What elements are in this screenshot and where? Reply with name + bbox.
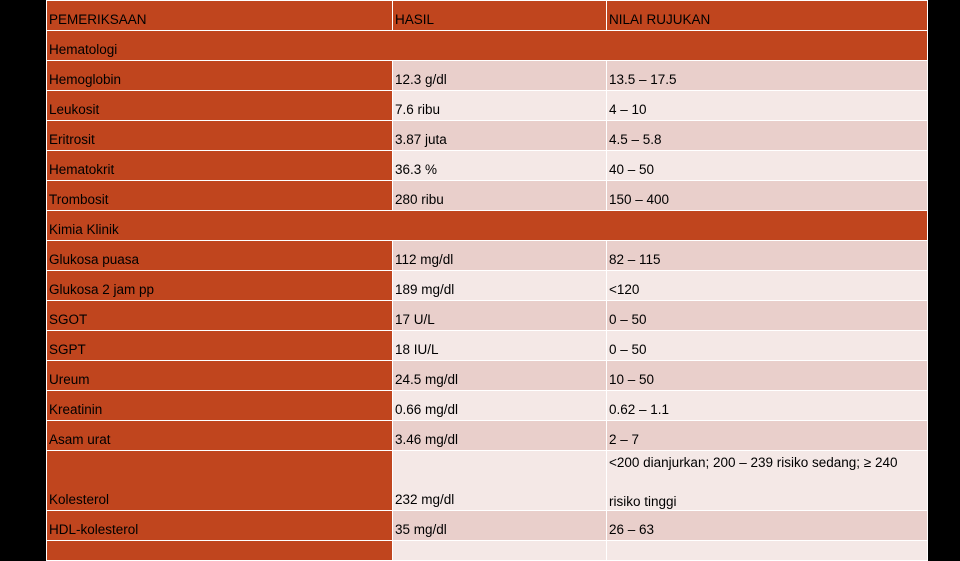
test-result: 24.5 mg/dl [392,360,607,391]
test-result: 189 mg/dl [392,270,607,301]
section-row-kimia-klinik: Kimia Klinik [46,210,928,241]
test-result: 36.3 % [392,150,607,181]
test-reference: 0 – 50 [606,300,928,331]
lab-results-table: PEMERIKSAAN HASIL NILAI RUJUKAN Hematolo… [46,0,928,561]
table-header-row: PEMERIKSAAN HASIL NILAI RUJUKAN [46,0,928,31]
test-result: 0.66 mg/dl [392,390,607,421]
empty-cell [606,540,928,561]
table-row: Glukosa 2 jam pp 189 mg/dl <120 [46,270,928,301]
test-name: SGOT [46,300,393,331]
test-result: 232 mg/dl [392,450,607,511]
test-reference: 13.5 – 17.5 [606,60,928,91]
test-result: 3.46 mg/dl [392,420,607,451]
test-name: Kreatinin [46,390,393,421]
table-row: Kolesterol 232 mg/dl <200 dianjurkan; 20… [46,450,928,511]
test-result: 12.3 g/dl [392,60,607,91]
test-reference: 26 – 63 [606,510,928,541]
table-row: Eritrosit 3.87 juta 4.5 – 5.8 [46,120,928,151]
table-row: Trombosit 280 ribu 150 – 400 [46,180,928,211]
test-name: HDL-kolesterol [46,510,393,541]
header-test: PEMERIKSAAN [46,0,393,31]
table-row: Leukosit 7.6 ribu 4 – 10 [46,90,928,121]
section-row-hematologi: Hematologi [46,30,928,61]
empty-cell [46,540,393,561]
test-result: 3.87 juta [392,120,607,151]
test-name: Trombosit [46,180,393,211]
test-result: 280 ribu [392,180,607,211]
test-name: Eritrosit [46,120,393,151]
header-result: HASIL [392,0,607,31]
section-title: Kimia Klinik [46,210,928,241]
test-result: 17 U/L [392,300,607,331]
test-result: 112 mg/dl [392,240,607,271]
reference-stack: <200 dianjurkan; 200 – 239 risiko sedang… [609,455,927,509]
empty-cell [392,540,607,561]
test-reference: 0 – 50 [606,330,928,361]
table-row: Ureum 24.5 mg/dl 10 – 50 [46,360,928,391]
section-title: Hematologi [46,30,928,61]
table-row: Asam urat 3.46 mg/dl 2 – 7 [46,420,928,451]
test-result: 35 mg/dl [392,510,607,541]
test-name: Kolesterol [46,450,393,511]
table-row: HDL-kolesterol 35 mg/dl 26 – 63 [46,510,928,541]
test-reference: 10 – 50 [606,360,928,391]
test-name: Glukosa puasa [46,240,393,271]
test-name: Ureum [46,360,393,391]
test-name: Leukosit [46,90,393,121]
test-result: 7.6 ribu [392,90,607,121]
table-row: SGPT 18 IU/L 0 – 50 [46,330,928,361]
test-reference: 150 – 400 [606,180,928,211]
table-row: Hematokrit 36.3 % 40 – 50 [46,150,928,181]
reference-line-2: risiko tinggi [609,494,677,509]
test-name: Hematokrit [46,150,393,181]
test-reference: 4.5 – 5.8 [606,120,928,151]
table-row: Kreatinin 0.66 mg/dl 0.62 – 1.1 [46,390,928,421]
test-reference: <200 dianjurkan; 200 – 239 risiko sedang… [606,450,928,511]
test-name: Hemoglobin [46,60,393,91]
test-reference: 40 – 50 [606,150,928,181]
test-reference: <120 [606,270,928,301]
table-row: Hemoglobin 12.3 g/dl 13.5 – 17.5 [46,60,928,91]
test-result: 18 IU/L [392,330,607,361]
test-name: Asam urat [46,420,393,451]
test-reference: 82 – 115 [606,240,928,271]
table-row: SGOT 17 U/L 0 – 50 [46,300,928,331]
table-row: Glukosa puasa 112 mg/dl 82 – 115 [46,240,928,271]
reference-line-1: <200 dianjurkan; 200 – 239 risiko sedang… [609,455,898,470]
test-name: SGPT [46,330,393,361]
lab-results-sheet: PEMERIKSAAN HASIL NILAI RUJUKAN Hematolo… [46,0,928,561]
test-reference: 0.62 – 1.1 [606,390,928,421]
test-name: Glukosa 2 jam pp [46,270,393,301]
test-reference: 2 – 7 [606,420,928,451]
header-reference: NILAI RUJUKAN [606,0,928,31]
table-row-partial [46,540,928,561]
test-reference: 4 – 10 [606,90,928,121]
